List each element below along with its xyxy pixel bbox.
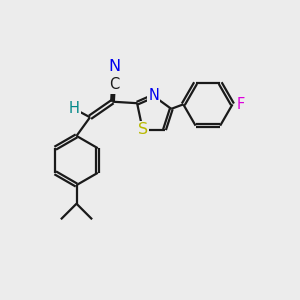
Text: F: F — [237, 97, 245, 112]
Text: N: N — [148, 88, 159, 104]
Text: S: S — [138, 122, 148, 137]
Text: N: N — [109, 59, 121, 74]
Text: H: H — [69, 101, 80, 116]
Text: C: C — [109, 77, 119, 92]
